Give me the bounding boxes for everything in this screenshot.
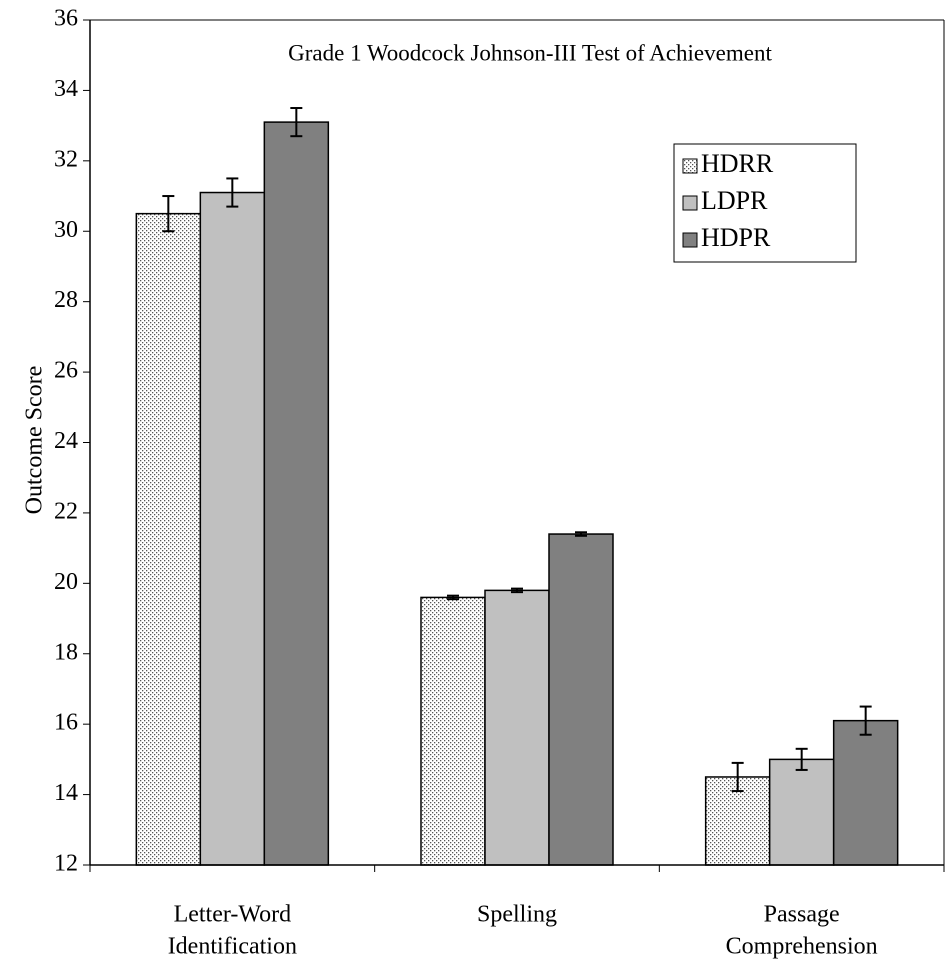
legend-box — [673, 143, 857, 263]
y-tick-label: 14 — [54, 780, 78, 806]
bar — [135, 212, 202, 866]
y-tick-label: 20 — [54, 569, 78, 595]
y-tick-label: 30 — [54, 217, 78, 243]
x-tick-label: Comprehension — [726, 934, 878, 960]
error-bar — [162, 195, 175, 233]
error-bar — [795, 747, 808, 771]
y-axis-label: Outcome Score — [22, 366, 48, 515]
bar — [420, 596, 486, 866]
x-tick-label: Spelling — [477, 902, 557, 928]
error-bar — [226, 177, 239, 208]
bar — [768, 758, 835, 866]
legend-swatch — [682, 158, 698, 174]
legend-label: LDPR — [701, 186, 768, 215]
y-tick-label: 16 — [54, 710, 78, 736]
legend-label: HDRR — [701, 149, 774, 178]
y-tick-label: 24 — [54, 428, 78, 454]
x-tick-label: Letter-Word — [174, 902, 292, 928]
error-bar — [511, 587, 523, 594]
error-bar — [859, 705, 872, 736]
bar — [484, 589, 550, 866]
y-tick-label: 26 — [54, 358, 78, 384]
y-tick-label: 18 — [54, 639, 78, 665]
y-tick-label: 32 — [54, 146, 78, 172]
legend-label: HDPR — [701, 223, 771, 252]
x-tick-label: Identification — [168, 934, 297, 960]
legend-swatch — [682, 232, 698, 248]
y-tick-label: 28 — [54, 287, 78, 313]
chart-title: Grade 1 Woodcock Johnson-III Test of Ach… — [288, 40, 772, 65]
error-bar — [290, 107, 303, 138]
error-bar — [731, 761, 744, 793]
y-tick-label: 22 — [54, 498, 78, 524]
error-bar — [447, 594, 459, 601]
y-tick-label: 34 — [54, 76, 78, 102]
y-tick-label: 36 — [54, 6, 78, 32]
bar — [832, 719, 899, 866]
y-tick-label: 12 — [54, 851, 78, 877]
bar — [548, 533, 614, 866]
bar — [263, 121, 330, 866]
error-bar — [575, 531, 587, 537]
x-tick-label: Passage — [764, 902, 840, 928]
legend-swatch — [682, 195, 698, 211]
bar — [199, 191, 266, 866]
